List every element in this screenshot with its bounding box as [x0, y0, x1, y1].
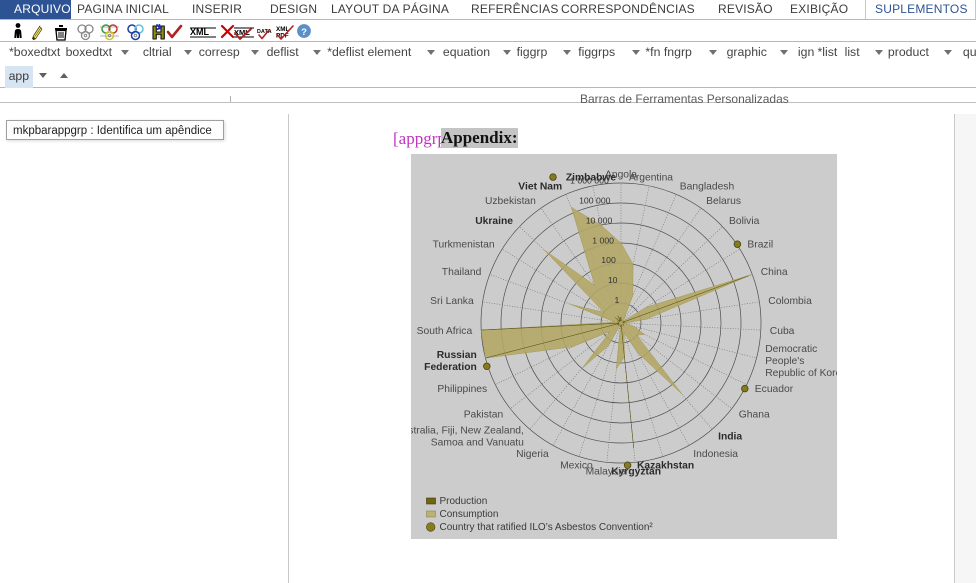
svg-text:Production: Production: [439, 496, 487, 507]
svg-text:Pakistan: Pakistan: [463, 409, 503, 420]
svg-text:100 000: 100 000: [579, 195, 611, 205]
svg-text:Russian: Russian: [437, 350, 477, 361]
svg-text:Australia, Fiji, New Zealand,: Australia, Fiji, New Zealand,: [411, 425, 524, 436]
svg-text:Bolivia: Bolivia: [729, 216, 760, 227]
svg-text:Uzbekistan: Uzbekistan: [485, 196, 536, 207]
svg-text:Zimbabwe: Zimbabwe: [566, 172, 617, 183]
svg-text:Democratic: Democratic: [765, 344, 817, 355]
svg-text:Colombia: Colombia: [768, 296, 812, 307]
svg-text:100: 100: [601, 255, 616, 265]
svg-text:Ecuador: Ecuador: [755, 384, 794, 395]
svg-text:Mexico: Mexico: [560, 460, 593, 471]
svg-text:India: India: [718, 431, 742, 442]
svg-text:People's: People's: [765, 356, 804, 367]
svg-text:China: China: [760, 267, 787, 278]
svg-text:10: 10: [608, 275, 618, 285]
svg-text:?: ?: [301, 27, 307, 38]
svg-text:Ukraine: Ukraine: [475, 216, 513, 227]
svg-text:1: 1: [614, 295, 619, 305]
svg-text:Nigeria: Nigeria: [516, 449, 549, 460]
svg-text:Sri Lanka: Sri Lanka: [430, 296, 474, 307]
svg-text:Federation: Federation: [424, 362, 477, 373]
svg-text:Samoa and Vanuatu: Samoa and Vanuatu: [431, 437, 524, 448]
svg-text:Philippines: Philippines: [437, 384, 487, 395]
svg-text:Consumption: Consumption: [439, 509, 498, 520]
svg-text:Cuba: Cuba: [770, 326, 795, 337]
svg-text:Ghana: Ghana: [739, 409, 770, 420]
svg-text:Thailand: Thailand: [442, 267, 482, 278]
svg-text:Argentina: Argentina: [629, 172, 673, 183]
svg-text:1 000: 1 000: [592, 235, 614, 245]
svg-text:Indonesia: Indonesia: [693, 449, 738, 460]
svg-text:Belarus: Belarus: [706, 196, 741, 207]
svg-text:Turkmenistan: Turkmenistan: [432, 239, 494, 250]
svg-text:Viet Nam: Viet Nam: [518, 181, 562, 192]
svg-text:Brazil: Brazil: [747, 239, 773, 250]
svg-text:Country that ratified ILO’s As: Country that ratified ILO’s Asbestos Con…: [439, 522, 653, 533]
svg-text:Republic of Korea: Republic of Korea: [765, 368, 837, 379]
svg-text:10 000: 10 000: [586, 215, 613, 225]
svg-text:Bangladesh: Bangladesh: [680, 181, 735, 192]
svg-text:South Africa: South Africa: [416, 326, 472, 337]
